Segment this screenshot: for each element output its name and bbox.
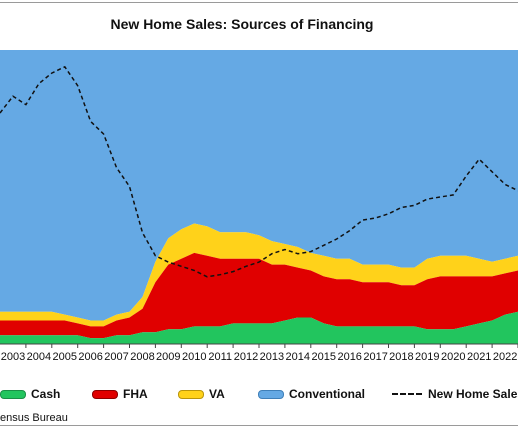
x-tick-label: 2019: [415, 351, 439, 363]
legend-swatch-fha: [92, 389, 118, 399]
legend-item-va: VA: [178, 386, 225, 402]
x-tick-label: 2011: [208, 351, 232, 363]
x-tick-label: 2003: [1, 351, 25, 363]
x-tick-label: 2020: [441, 351, 465, 363]
legend-swatch-cash: [0, 389, 26, 399]
x-tick-label: 2012: [234, 351, 258, 363]
x-tick-label: 2008: [130, 351, 154, 363]
x-tick-label: 2017: [363, 351, 387, 363]
x-tick-label: 2005: [53, 351, 77, 363]
x-tick-label: 2013: [260, 351, 284, 363]
legend: Cash FHA VA Conventional New Home Sales: [0, 386, 518, 402]
x-tick-label: 2010: [182, 351, 206, 363]
area-conventional: [0, 50, 518, 321]
area-cash: [0, 311, 518, 344]
legend-item-conventional: Conventional: [258, 386, 365, 402]
legend-label-conventional: Conventional: [289, 387, 366, 401]
chart-title: New Home Sales: Sources of Financing: [110, 16, 374, 32]
x-tick-label: 2006: [78, 351, 102, 363]
x-tick-label: 2007: [104, 351, 128, 363]
x-tick-label: 2004: [27, 351, 51, 363]
legend-label-cash: Cash: [31, 387, 61, 401]
legend-item-fha: FHA: [92, 386, 148, 402]
legend-label-fha: FHA: [123, 387, 148, 401]
legend-swatch-conventional: [258, 389, 284, 399]
area-va: [0, 223, 518, 327]
legend-swatch-new-home-sales: [392, 393, 422, 395]
x-tick-label: 2018: [389, 351, 413, 363]
legend-item-new-home-sales: New Home Sales: [392, 386, 518, 402]
x-tick-label: 2015: [312, 351, 336, 363]
x-tick-label: 2014: [286, 351, 310, 363]
legend-label-va: VA: [209, 387, 225, 401]
area-fha: [0, 252, 518, 339]
legend-swatch-va: [178, 389, 204, 399]
x-tick-label: 2016: [337, 351, 361, 363]
legend-label-new-home-sales: New Home Sales: [428, 387, 518, 401]
line-new-home-sales: [0, 65, 518, 278]
x-tick-label: 2009: [156, 351, 180, 363]
source-note: ensus Bureau: [0, 412, 68, 424]
x-tick-label: 2022: [493, 351, 517, 363]
legend-item-cash: Cash: [0, 386, 60, 402]
x-tick-label: 2021: [467, 351, 491, 363]
